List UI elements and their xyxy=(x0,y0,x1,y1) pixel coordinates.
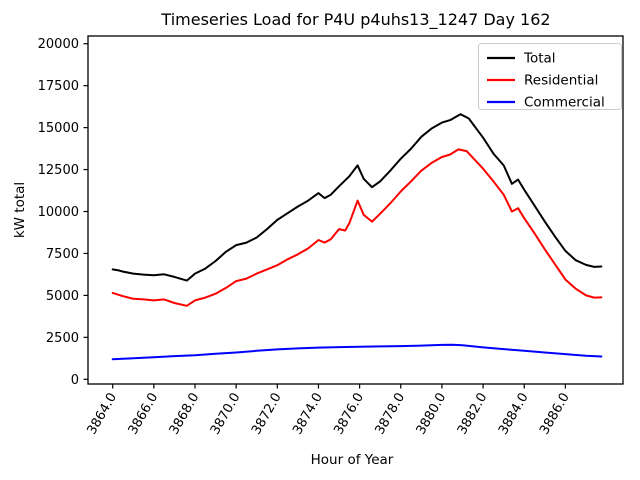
x-tick-label: 3872.0 xyxy=(249,391,285,438)
legend: Total Residential Commercial xyxy=(478,43,622,111)
y-tick-label: 12500 xyxy=(38,163,79,178)
plot-frame xyxy=(87,35,624,385)
x-tick-label: 3886.0 xyxy=(537,391,573,438)
series-line-residential xyxy=(111,148,603,307)
y-tick-label: 17500 xyxy=(38,79,79,94)
y-tick-label: 5000 xyxy=(46,289,79,304)
y-tick-label: 2500 xyxy=(46,331,79,346)
x-tick-label: 3882.0 xyxy=(455,391,491,438)
x-axis-ticks: 3864.0 3866.0 3868.0 3870.0 3872.0 3874.0 3876… xyxy=(84,384,573,438)
y-axis-label: kW total xyxy=(12,182,28,238)
x-tick-label: 3868.0 xyxy=(167,391,203,438)
x-tick-label: 3876.0 xyxy=(331,391,367,438)
x-tick-label: 3878.0 xyxy=(372,391,408,438)
chart-title: Timeseries Load for P4U p4uhs13_1247 Day… xyxy=(160,10,550,30)
y-tick-label: 0 xyxy=(71,373,79,388)
legend-box xyxy=(478,43,622,110)
series-line-commercial xyxy=(111,343,603,361)
x-axis-label: Hour of Year xyxy=(311,452,394,468)
legend-label-total: Total xyxy=(523,51,556,67)
x-tick-label: 3866.0 xyxy=(126,391,162,438)
series-line-total xyxy=(111,113,603,282)
y-tick-label: 20000 xyxy=(38,37,79,52)
x-tick-label: 3880.0 xyxy=(414,391,450,438)
y-tick-label: 10000 xyxy=(38,205,79,220)
y-tick-label: 15000 xyxy=(38,121,79,136)
x-tick-label: 3870.0 xyxy=(208,391,244,438)
series-lines xyxy=(111,113,603,361)
y-tick-label: 7500 xyxy=(46,247,79,262)
y-axis-ticks: 0 2500 5000 7500 10000 12500 15000 17500 20000 xyxy=(38,37,88,388)
x-tick-label: 3884.0 xyxy=(496,391,532,438)
x-tick-label: 3874.0 xyxy=(290,391,326,438)
x-tick-label: 3864.0 xyxy=(84,391,120,438)
legend-label-commercial: Commercial xyxy=(524,95,605,111)
legend-label-residential: Residential xyxy=(524,73,598,89)
